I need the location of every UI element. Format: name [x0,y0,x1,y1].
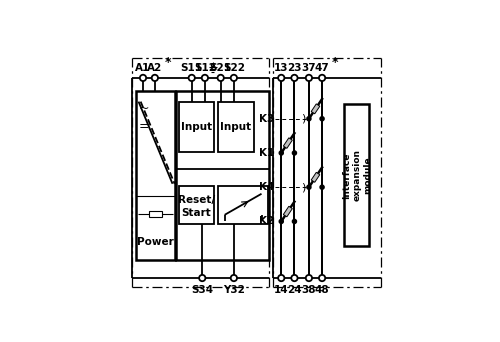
Text: Power: Power [137,237,174,248]
Text: K4: K4 [259,182,274,192]
Circle shape [319,275,325,281]
Circle shape [230,275,237,281]
Text: =: = [139,120,149,133]
Bar [311,172,320,182]
Bar [136,91,174,260]
Text: S22: S22 [223,63,245,73]
Bar [284,138,292,148]
Bar [284,206,292,217]
Circle shape [140,75,146,81]
Text: *: * [332,56,338,69]
Circle shape [292,275,298,281]
Bar [218,102,254,152]
Text: K3: K3 [259,114,274,124]
Circle shape [306,75,312,81]
Text: S34: S34 [191,285,214,294]
Circle shape [202,75,208,81]
Text: 13: 13 [274,63,288,73]
Circle shape [307,185,311,189]
Circle shape [278,275,284,281]
Text: 48: 48 [315,285,330,294]
Text: Interface
expansion
module: Interface expansion module [342,149,372,201]
Circle shape [292,75,298,81]
Text: 23: 23 [287,63,302,73]
Text: A2: A2 [147,63,162,73]
Circle shape [320,117,324,121]
Text: 47: 47 [314,63,330,73]
Bar [176,91,270,260]
Text: K2: K2 [259,216,274,226]
Bar [344,104,370,247]
Text: A1: A1 [136,63,150,73]
Circle shape [306,275,312,281]
Text: S12: S12 [194,63,216,73]
Circle shape [319,75,325,81]
Circle shape [188,75,195,81]
Bar [178,102,214,152]
Text: Input: Input [181,122,212,132]
Circle shape [292,151,296,155]
Text: S11: S11 [180,63,203,73]
Circle shape [280,151,283,155]
Text: *: * [165,56,172,69]
Circle shape [292,220,296,223]
Circle shape [152,75,158,81]
Text: 14: 14 [274,285,288,294]
Text: 37: 37 [302,63,316,73]
Circle shape [320,185,324,189]
Text: K1: K1 [259,148,274,158]
Circle shape [199,275,205,281]
Circle shape [307,117,311,121]
Bar [218,186,268,224]
Bar [311,104,320,114]
Text: ~: ~ [139,102,149,115]
Circle shape [218,75,224,81]
Text: ): ) [301,114,306,124]
Bar [178,186,214,224]
Circle shape [230,75,237,81]
Text: Reset/: Reset/ [178,195,215,206]
Text: ): ) [301,182,306,192]
Text: S21: S21 [210,63,232,73]
Text: 24: 24 [287,285,302,294]
Circle shape [280,220,283,223]
Text: Y32: Y32 [223,285,245,294]
Text: Start: Start [182,208,211,218]
Circle shape [278,75,284,81]
Text: 38: 38 [302,285,316,294]
Bar [149,211,162,217]
Text: Input: Input [220,122,252,132]
